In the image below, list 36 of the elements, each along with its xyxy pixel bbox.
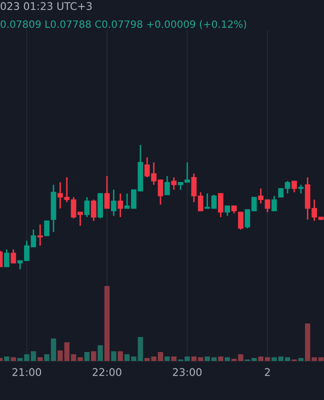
bar — [98, 345, 103, 361]
candlestick — [84, 196, 90, 218]
candlestick — [164, 175, 170, 196]
candlestick — [10, 248, 16, 264]
bar — [38, 357, 43, 361]
bar — [164, 356, 170, 361]
bar — [111, 351, 116, 361]
candlestick — [44, 220, 50, 236]
x-tick-label: 22:00 — [92, 368, 122, 376]
x-tick-label: 23:00 — [173, 368, 202, 376]
bar — [224, 357, 230, 361]
candlestick — [90, 198, 96, 222]
chart-title: 023 01:23 UTC+3 — [0, 2, 92, 10]
candlestick — [104, 175, 110, 210]
candlestick — [110, 189, 116, 217]
candlestick — [4, 248, 10, 268]
candlestick — [271, 195, 277, 212]
bar — [91, 351, 96, 361]
candlestick — [37, 224, 43, 246]
bar — [171, 356, 176, 361]
chart-subtitle: 0.07809 L0.07788 C0.07798 +0.00009 (+0.12%) — [0, 20, 246, 30]
candlestick — [238, 211, 244, 230]
candlestick — [98, 192, 103, 220]
x-tick-label: 2 — [264, 368, 270, 376]
candlestick — [292, 180, 297, 193]
bar — [298, 358, 304, 361]
bar — [10, 357, 16, 361]
candlestick — [118, 192, 124, 218]
bar — [84, 352, 90, 361]
candlestick — [224, 205, 230, 217]
bar — [118, 351, 123, 361]
bar — [218, 356, 224, 361]
candlestick — [218, 192, 224, 218]
bar — [104, 286, 110, 361]
candlestick — [171, 176, 177, 190]
x-tick-label: 21:00 — [12, 368, 42, 376]
